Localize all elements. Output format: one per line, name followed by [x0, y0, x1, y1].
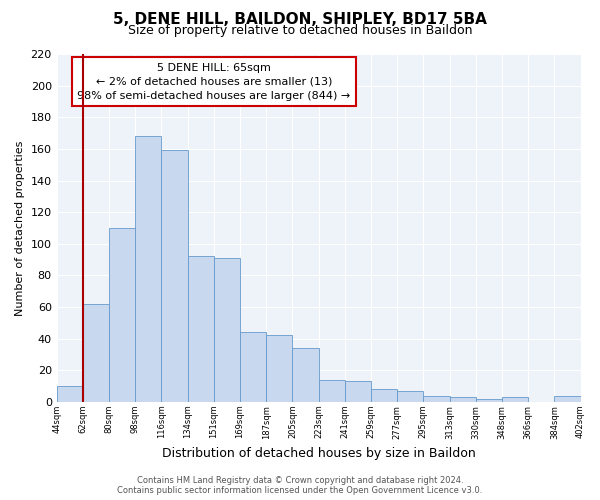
Bar	[240, 332, 266, 402]
Bar	[345, 382, 371, 402]
Text: 5 DENE HILL: 65sqm
← 2% of detached houses are smaller (13)
98% of semi-detached: 5 DENE HILL: 65sqm ← 2% of detached hous…	[77, 62, 350, 100]
Bar	[109, 228, 135, 402]
Bar	[292, 348, 319, 402]
Bar	[319, 380, 345, 402]
Bar	[56, 386, 83, 402]
Bar	[214, 258, 240, 402]
Bar	[397, 391, 424, 402]
Text: Size of property relative to detached houses in Baildon: Size of property relative to detached ho…	[128, 24, 472, 37]
Bar	[161, 150, 188, 402]
Bar	[83, 304, 109, 402]
Bar	[449, 397, 476, 402]
Bar	[476, 398, 502, 402]
Bar	[502, 397, 528, 402]
Y-axis label: Number of detached properties: Number of detached properties	[15, 140, 25, 316]
Bar	[424, 396, 449, 402]
Bar	[266, 336, 292, 402]
X-axis label: Distribution of detached houses by size in Baildon: Distribution of detached houses by size …	[162, 447, 475, 460]
Bar	[554, 396, 581, 402]
Bar	[371, 389, 397, 402]
Bar	[188, 256, 214, 402]
Bar	[135, 136, 161, 402]
Text: Contains HM Land Registry data © Crown copyright and database right 2024.
Contai: Contains HM Land Registry data © Crown c…	[118, 476, 482, 495]
Text: 5, DENE HILL, BAILDON, SHIPLEY, BD17 5BA: 5, DENE HILL, BAILDON, SHIPLEY, BD17 5BA	[113, 12, 487, 28]
